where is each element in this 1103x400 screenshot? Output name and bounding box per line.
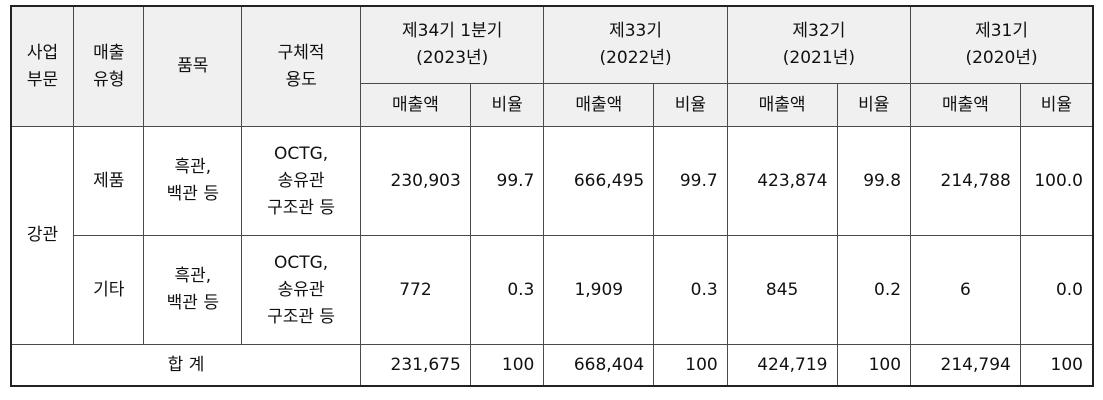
amount-cell: 423,874 — [726, 126, 838, 236]
total-label: 합 계 — [10, 344, 362, 387]
item-cell: 흑관, 백관 등 — [143, 235, 243, 345]
total-row: 합 계 231,675 100 668,404 100 424,719 100 … — [10, 344, 1094, 387]
sales-type-cell: 제품 — [72, 126, 145, 236]
ratio-cell: 0.3 — [469, 235, 545, 345]
amount-cell: 1,909 — [543, 235, 655, 345]
header-sales-type: 매출 유형 — [72, 5, 145, 127]
sales-type-cell: 기타 — [72, 235, 145, 345]
ratio-cell: 0.3 — [653, 235, 728, 345]
ratio-cell: 99.7 — [469, 126, 545, 236]
amount-cell: 666,495 — [543, 126, 655, 236]
header-period-34: 제34기 1분기 (2023년) — [360, 5, 545, 84]
header-ratio: 비율 — [836, 83, 912, 127]
total-amount-cell: 231,675 — [360, 344, 471, 387]
amount-cell: 230,903 — [360, 126, 471, 236]
total-ratio-cell: 100 — [836, 344, 912, 387]
amount-cell: 772 — [360, 235, 471, 345]
amount-cell: 845 — [726, 235, 838, 345]
usage-cell: OCTG, 송유관 구조관 등 — [241, 235, 362, 345]
total-ratio-cell: 100 — [469, 344, 545, 387]
ratio-cell: 100.0 — [1019, 126, 1094, 236]
ratio-cell: 99.7 — [653, 126, 728, 236]
header-amount: 매출액 — [726, 83, 838, 127]
ratio-cell: 99.8 — [836, 126, 912, 236]
header-ratio: 비율 — [1019, 83, 1094, 127]
header-ratio: 비율 — [469, 83, 545, 127]
header-usage: 구체적 용도 — [241, 5, 362, 127]
header-segment: 사업 부문 — [10, 5, 74, 127]
sales-table: 사업 부문 매출 유형 품목 구체적 용도 제34기 1분기 (2023년) 제… — [10, 5, 1094, 387]
ratio-cell: 0.2 — [836, 235, 912, 345]
table-row: 강관 제품 흑관, 백관 등 OCTG, 송유관 구조관 등 230,903 9… — [10, 126, 1094, 345]
amount-cell: 6 — [910, 235, 1021, 345]
header-period-33: 제33기 (2022년) — [543, 5, 728, 84]
header-period-31: 제31기 (2020년) — [910, 5, 1094, 84]
sales-table-container: 사업 부문 매출 유형 품목 구체적 용도 제34기 1분기 (2023년) 제… — [10, 5, 1094, 387]
amount-cell: 214,788 — [910, 126, 1021, 236]
header-item: 품목 — [143, 5, 243, 127]
header-row-metrics: 매출액 비율 매출액 비율 매출액 비율 매출액 비율 — [11, 83, 1094, 127]
total-ratio-cell: 100 — [1019, 344, 1094, 387]
header-amount: 매출액 — [910, 83, 1021, 127]
ratio-cell: 0.0 — [1019, 235, 1094, 345]
header-amount: 매출액 — [360, 83, 471, 127]
header-row-periods: 사업 부문 매출 유형 품목 구체적 용도 제34기 1분기 (2023년) 제… — [10, 5, 1094, 127]
total-ratio-cell: 100 — [653, 344, 728, 387]
header-ratio: 비율 — [653, 83, 728, 127]
item-cell: 흑관, 백관 등 — [143, 126, 243, 236]
table-row: 기타 흑관, 백관 등 OCTG, 송유관 구조관 등 772 0.3 1,90… — [11, 235, 1094, 345]
total-amount-cell: 668,404 — [543, 344, 655, 387]
usage-cell: OCTG, 송유관 구조관 등 — [241, 126, 362, 236]
total-amount-cell: 424,719 — [726, 344, 838, 387]
header-period-32: 제32기 (2021년) — [726, 5, 912, 84]
header-amount: 매출액 — [543, 83, 655, 127]
total-amount-cell: 214,794 — [910, 344, 1021, 387]
segment-cell: 강관 — [10, 126, 74, 345]
